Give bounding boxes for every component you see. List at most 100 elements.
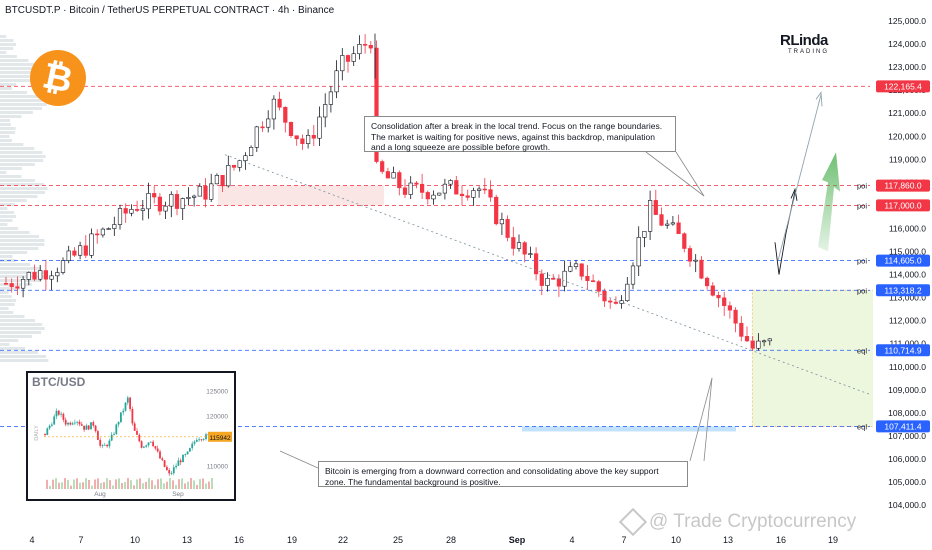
inset-candle-body [46,428,49,436]
inset-volume-bar [148,478,150,489]
inset-candle-body [172,467,175,474]
price-tick-label: 110,000.0 [889,362,926,372]
candle-body [117,208,123,225]
candle-body [402,187,408,195]
candle-body [682,233,687,249]
inset-volume-bar [184,483,186,489]
candle-body [533,253,539,275]
resistance-band [218,185,384,206]
volume-profile-bar [0,271,48,274]
candle-body [716,294,721,299]
candle-body [522,242,527,255]
chart-title[interactable]: BTCUSDT.P · Bitcoin / TetherUS PERPETUAL… [5,5,335,16]
top-note[interactable]: Consolidation after a break in the local… [364,116,676,152]
inset-volume-bar [145,481,147,489]
inset-volume-bar [172,480,174,489]
candle-body [476,188,482,191]
price-tick-label: 115,000.0 [889,247,926,257]
candle-body [408,182,413,195]
price-tick-label: 124,000.0 [888,39,926,49]
candle-body [123,208,128,214]
volume-profile-bar [0,355,47,358]
inset-volume-bar [64,478,66,489]
volume-profile-bar [0,319,36,322]
volume-profile-bar [0,91,28,94]
volume-profile-bar [0,231,30,234]
price-tag-bg [876,420,930,433]
inset-volume-bar [82,482,84,489]
inset-volume-bar [136,479,138,489]
inset-candle-body [117,422,120,425]
inset-candle-body [184,454,187,456]
price-tick-label: 109,000.0 [888,385,926,395]
price-tick-label: 120,000.0 [888,131,926,141]
inset-candle-body [87,425,90,430]
volume-profile-bar [0,111,33,114]
time-tick-label: 10 [130,535,140,545]
price-tick-label: 104,000.0 [888,500,926,510]
inset-time-tick: Sep [172,491,184,498]
inset-candle-body [113,433,115,435]
candle-body [83,245,88,256]
price-tick-label: 121,000.0 [888,108,926,118]
candle-body [556,278,561,287]
time-tick-label: 16 [776,535,786,545]
inset-candle-body [179,460,182,463]
price-tick-label: 106,000.0 [888,454,926,464]
inset-volume-bar [58,482,60,489]
inset-candle-body [182,454,184,463]
candle-body [300,138,305,144]
level-label: poi [857,257,867,266]
candle-body [693,259,698,262]
volume-profile-bar [0,267,42,270]
inset-volume-bar [103,482,105,489]
inset-volume-bar [52,479,54,489]
inset-volume-bar [205,483,207,489]
candle-body [55,272,60,277]
time-axis-bg [0,530,873,550]
price-tick-label: 113,000.0 [889,293,926,303]
candle-body [579,263,584,277]
bottom-note[interactable]: Bitcoin is emerging from a downward corr… [318,461,688,487]
inset-volume-bar [196,484,198,489]
candle-body [727,305,732,311]
candle-body [499,219,505,225]
volume-profile-bar [0,187,48,190]
note-pointer [703,377,713,462]
candle-body [214,175,220,185]
candle-body [197,185,202,197]
price-tick-label: 112,000.0 [889,316,926,326]
inset-volume-bar [76,478,78,489]
inset-candle-body [44,433,46,436]
candle-body [209,183,214,200]
volume-profile-bar [0,179,36,182]
inset-volume-bar [202,478,204,489]
volume-profile-bar [0,143,24,146]
inset-candle-body [189,448,191,452]
candle-body [551,278,556,280]
target-arrow [777,94,822,261]
inset-candle-body [129,397,131,409]
inset-candle-body [115,424,118,434]
volume-profile-bar [0,275,48,278]
inset-volume-bar [121,483,123,489]
inset-candle-body [64,419,67,425]
volume-profile-bar [0,47,14,50]
volume-profile-bar [0,87,12,90]
inset-time-tick: Aug [94,491,106,498]
inset-price-chart: 125000 120000 115942 110000 Aug Sep DAILY [34,389,232,498]
inset-candle-body [193,441,196,444]
inset-volume-bar [169,478,171,489]
inset-volume-bar [115,479,117,489]
volume-profile-bar [0,295,12,298]
candle-body [323,104,328,118]
candle-body [157,196,163,212]
price-tag: 107,411.4 [884,421,921,431]
volume-profile-bar [0,343,10,346]
volume-profile-bar [0,147,35,150]
note-pointer [645,151,705,197]
volume-profile [0,35,49,362]
candle-body [545,278,550,286]
candle-body [385,171,391,179]
